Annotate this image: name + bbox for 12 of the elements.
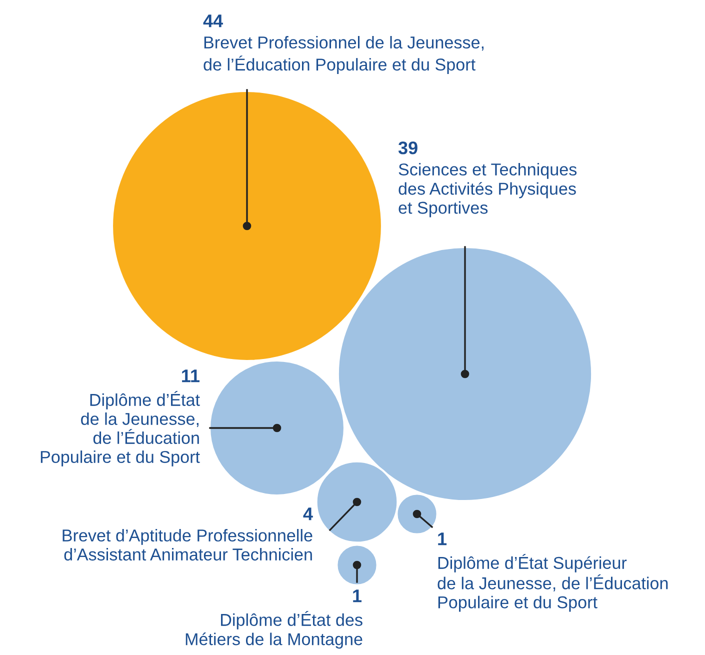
category-label: Diplôme d’État des Métiers de la Montagne xyxy=(186,611,362,649)
category-label: Sciences et Techniques des Activités Physiques et Sportives xyxy=(398,163,577,218)
data-label: 1 xyxy=(353,590,362,602)
data-label: 4 xyxy=(303,508,313,520)
category-label: Diplôme d’État de la Jeunesse, de l’Éducation Populaire et du Sport xyxy=(40,391,200,466)
data-label: 39 xyxy=(398,141,418,154)
data-label: 1 xyxy=(438,532,447,546)
data-label: 11 xyxy=(182,370,200,382)
data-label: 44 xyxy=(203,14,223,28)
category-label: Brevet Professionnel de la Jeunesse, de l’Éducation Populaire et du Sport xyxy=(204,36,484,74)
category-label: Diplôme d’État Supérieur de la Jeunesse, de l’Éducation Populaire et du Sport xyxy=(438,554,668,612)
category-label: Brevet d’Aptitude Professionnelle d’Assistant Animateur Technicien xyxy=(62,529,312,561)
